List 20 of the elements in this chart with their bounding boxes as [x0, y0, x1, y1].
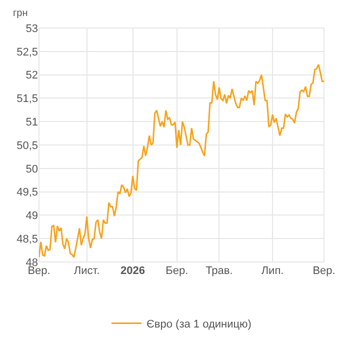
y-axis-title: грн — [13, 8, 28, 19]
x-tick-label: Лип. — [261, 265, 284, 277]
y-tick-label: 52,5 — [16, 46, 38, 58]
x-tick-label: 2026 — [120, 265, 146, 277]
y-tick-label: 50,5 — [16, 140, 38, 152]
x-tick-label: Вер. — [28, 265, 50, 277]
x-tick-label: Трав. — [206, 265, 233, 277]
y-tick-label: 52 — [26, 70, 38, 82]
x-tick-label: Бер. — [166, 265, 188, 277]
y-tick-label: 51,5 — [16, 93, 38, 106]
y-tick-label: 49,5 — [16, 186, 38, 199]
y-tick-label: 50 — [26, 163, 38, 176]
x-tick-label: Лист. — [74, 265, 100, 277]
y-tick-label: 48,5 — [16, 233, 38, 246]
y-tick-label: 51 — [26, 116, 38, 128]
y-tick-label: 49 — [26, 210, 38, 222]
x-tick-label: Вер. — [312, 265, 336, 277]
legend-label: Євро (за 1 одиницю) — [146, 318, 252, 331]
y-tick-label: 53 — [26, 22, 38, 35]
line-series — [39, 64, 324, 258]
